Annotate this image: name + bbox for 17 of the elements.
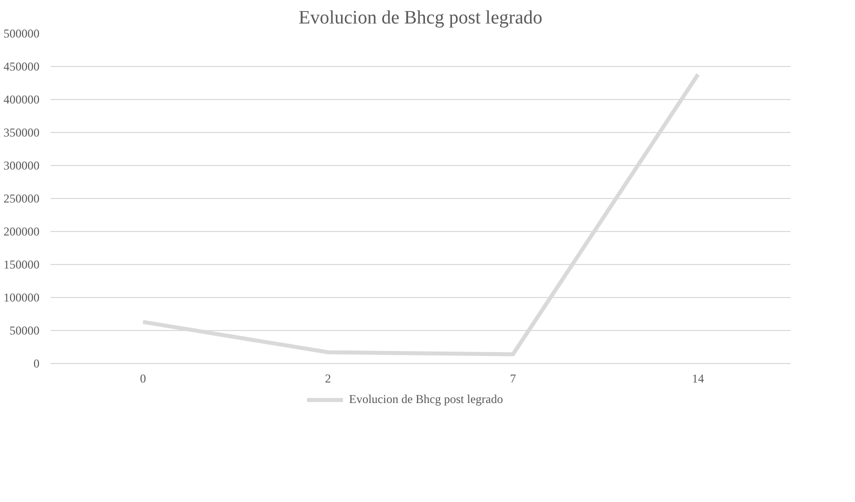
y-tick-label: 450000 bbox=[4, 60, 40, 74]
x-tick-label: 0 bbox=[140, 372, 146, 386]
y-tick-label: 500000 bbox=[4, 26, 40, 40]
legend-label: Evolucion de Bhcg post legrado bbox=[349, 391, 503, 408]
y-tick-label: 350000 bbox=[4, 126, 40, 140]
x-tick-label: 14 bbox=[692, 372, 704, 386]
x-tick-label: 2 bbox=[325, 372, 331, 386]
chart-title: Evolucion de Bhcg post legrado bbox=[298, 8, 542, 28]
y-tick-label: 250000 bbox=[4, 192, 40, 206]
y-tick-label: 200000 bbox=[4, 224, 40, 238]
y-tick-label: 300000 bbox=[4, 158, 40, 172]
x-tick-label: 7 bbox=[510, 372, 516, 386]
y-tick-label: 400000 bbox=[4, 92, 40, 106]
y-tick-label: 150000 bbox=[4, 258, 40, 272]
y-tick-label: 100000 bbox=[4, 290, 40, 304]
y-tick-label: 50000 bbox=[10, 324, 40, 338]
y-tick-label: 0 bbox=[34, 356, 40, 370]
